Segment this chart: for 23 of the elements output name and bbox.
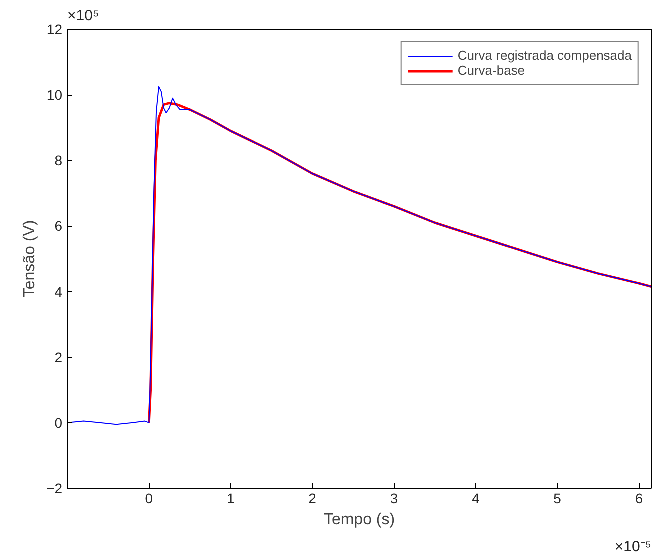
text: ×10⁵ [68, 8, 100, 24]
x-tick-label: 1 [226, 490, 235, 506]
y-axis-title: Tensão (V) [22, 220, 39, 298]
line-series [148, 102, 652, 424]
x-tick-label: 0 [145, 490, 154, 506]
x-tick-label: 3 [390, 490, 398, 506]
x-tick-label: 2 [308, 490, 317, 506]
y-tick-label: 2 [54, 349, 63, 366]
legend-label: Curva registrada compensada [458, 48, 632, 63]
x-tick-label: 5 [554, 490, 562, 506]
y-tick-label: 6 [54, 218, 63, 234]
y-tick-label: 4 [54, 284, 63, 300]
text: ×10⁻⁵ [614, 538, 652, 556]
line-series [68, 86, 652, 426]
x-axis-title: Tempo (s) [324, 512, 396, 528]
y-tick-label: 8 [54, 152, 63, 169]
y-tick-label: 10 [46, 87, 63, 104]
y-tick-label: −2 [46, 480, 63, 496]
legend-label: Curva-base [458, 63, 526, 78]
y-tick-label: 12 [46, 22, 63, 38]
x-tick-label: 6 [635, 490, 644, 506]
y-tick-label: 0 [54, 414, 63, 431]
x-tick-label: 4 [472, 490, 480, 506]
